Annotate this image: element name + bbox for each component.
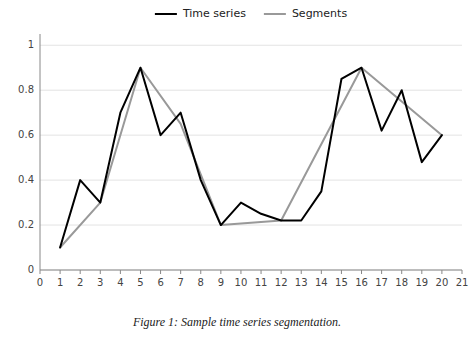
- x-tick: [261, 270, 262, 274]
- x-tick-label: 18: [395, 277, 408, 288]
- grid-line: [40, 225, 462, 226]
- x-tick: [441, 270, 442, 274]
- x-tick-label: 14: [315, 277, 328, 288]
- x-tick: [40, 270, 41, 274]
- grid-line: [40, 45, 462, 46]
- x-tick-label: 10: [235, 277, 248, 288]
- x-tick: [200, 270, 201, 274]
- x-tick: [301, 270, 302, 274]
- x-tick: [220, 270, 221, 274]
- x-tick: [100, 270, 101, 274]
- x-tick-label: 4: [117, 277, 123, 288]
- y-tick-label: 0: [28, 264, 34, 275]
- y-axis: 0 0.2 0.4 0.6 0.8 1: [18, 39, 34, 275]
- x-tick: [60, 270, 61, 274]
- x-tick: [341, 270, 342, 274]
- legend-swatch: [264, 13, 286, 15]
- x-tick: [321, 270, 322, 274]
- x-axis: 0123456789101112131415161718192021: [37, 270, 469, 288]
- y-axis-line: [40, 34, 41, 270]
- legend-label: Time series: [182, 7, 246, 20]
- x-tick: [401, 270, 402, 274]
- caption: Figure 1: Sample time series segmentatio…: [132, 315, 341, 329]
- x-tick-label: 5: [137, 277, 143, 288]
- grid-line: [40, 90, 462, 91]
- x-tick-label: 6: [157, 277, 163, 288]
- x-tick: [361, 270, 362, 274]
- x-tick-label: 17: [375, 277, 388, 288]
- x-tick: [140, 270, 141, 274]
- x-tick: [160, 270, 161, 274]
- legend-swatch: [155, 13, 177, 15]
- chart-svg: 00.20.40.60.8101234567891011121314151617…: [0, 0, 474, 342]
- x-tick-label: 19: [415, 277, 428, 288]
- plot-area: [60, 68, 442, 248]
- x-tick: [462, 270, 463, 274]
- grid-line: [40, 135, 462, 136]
- x-tick: [120, 270, 121, 274]
- grid-line: [40, 180, 462, 181]
- x-tick-label: 7: [177, 277, 183, 288]
- legend-item: Time series: [155, 7, 246, 20]
- x-tick-label: 11: [255, 277, 268, 288]
- x-axis-line: [40, 270, 462, 271]
- y-tick-label: 0.2: [18, 219, 34, 230]
- x-tick: [240, 270, 241, 274]
- legend: Time series Segments: [155, 7, 348, 20]
- grid: [40, 45, 462, 270]
- x-tick-label: 20: [436, 277, 449, 288]
- chart-container: 00.20.40.60.8101234567891011121314151617…: [0, 0, 474, 342]
- x-tick-label: 2: [77, 277, 83, 288]
- x-tick-label: 8: [198, 277, 204, 288]
- x-tick-label: 1: [57, 277, 63, 288]
- x-tick: [421, 270, 422, 274]
- x-tick: [80, 270, 81, 274]
- y-tick-label: 0.4: [18, 174, 34, 185]
- x-tick: [381, 270, 382, 274]
- x-tick-label: 21: [456, 277, 469, 288]
- x-tick-label: 3: [97, 277, 103, 288]
- x-tick-label: 16: [355, 277, 368, 288]
- y-tick-label: 1: [28, 39, 34, 50]
- legend-item: Segments: [264, 7, 348, 20]
- x-tick: [180, 270, 181, 274]
- x-tick-label: 15: [335, 277, 348, 288]
- x-tick-label: 9: [218, 277, 224, 288]
- x-tick: [281, 270, 282, 274]
- x-tick-label: 12: [275, 277, 288, 288]
- series-line: [60, 68, 442, 248]
- grid-line: [40, 270, 462, 271]
- legend-label: Segments: [292, 7, 348, 20]
- x-tick-label: 0: [37, 277, 43, 288]
- series-line: [60, 68, 442, 248]
- x-tick-label: 13: [295, 277, 308, 288]
- y-tick-label: 0.6: [18, 129, 34, 140]
- y-tick-label: 0.8: [18, 84, 34, 95]
